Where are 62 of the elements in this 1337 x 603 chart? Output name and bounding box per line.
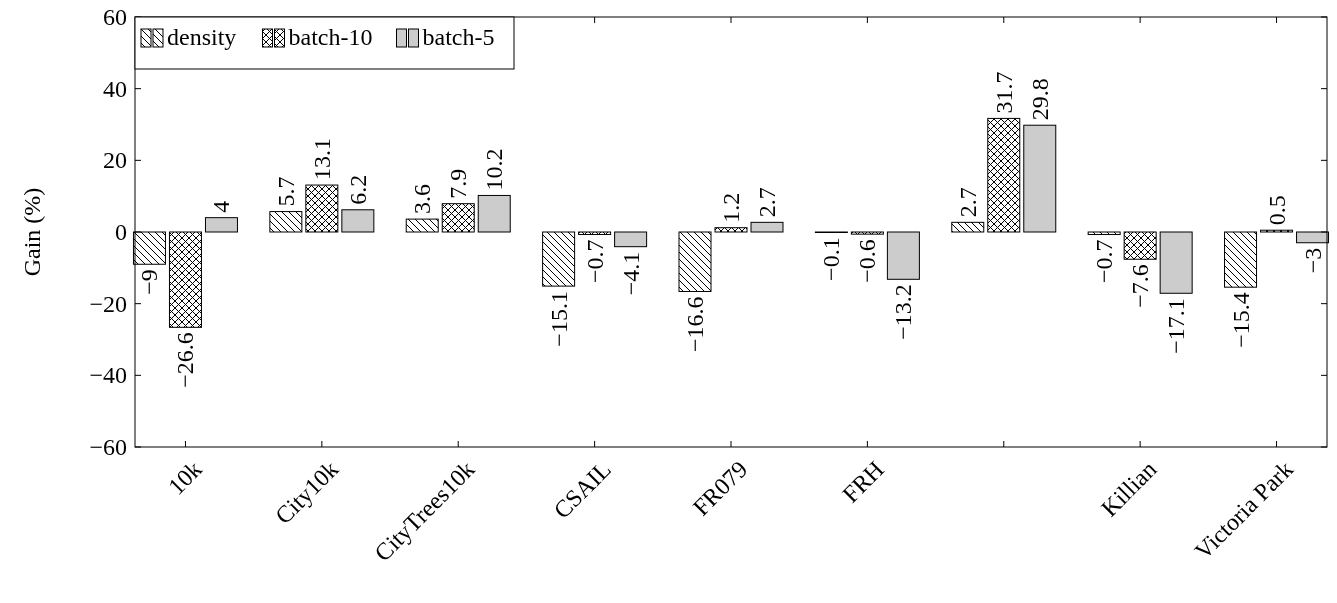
data-label: −15.1 bbox=[545, 291, 572, 347]
data-label: −15.4 bbox=[1227, 292, 1254, 348]
bar bbox=[714, 227, 748, 233]
bar bbox=[204, 217, 238, 233]
data-label: 2.7 bbox=[954, 187, 981, 218]
bar bbox=[1159, 231, 1193, 294]
bar bbox=[269, 211, 303, 233]
bar bbox=[405, 218, 439, 233]
data-label: 2.7 bbox=[754, 187, 780, 218]
legend-label: density bbox=[167, 24, 237, 50]
bar bbox=[987, 117, 1021, 233]
data-label: 1.2 bbox=[718, 192, 744, 223]
data-label: −4.1 bbox=[617, 251, 644, 296]
data-label: 31.7 bbox=[990, 71, 1017, 114]
data-label: −13.2 bbox=[890, 284, 917, 340]
bar bbox=[168, 231, 202, 328]
data-label: −0.7 bbox=[581, 239, 608, 284]
bar bbox=[441, 203, 475, 233]
bar bbox=[750, 221, 784, 233]
data-label: −3 bbox=[1299, 247, 1326, 274]
data-label: −17.1 bbox=[1163, 298, 1190, 354]
y-tick-label: −20 bbox=[89, 290, 127, 317]
data-label: −0.1 bbox=[818, 237, 845, 281]
bar bbox=[1224, 231, 1258, 288]
data-label: 10.2 bbox=[481, 148, 508, 191]
y-tick-label: 0 bbox=[115, 219, 127, 245]
legend-label: batch-5 bbox=[422, 24, 495, 50]
bar bbox=[477, 194, 511, 233]
bar bbox=[614, 231, 648, 248]
data-label: 4 bbox=[208, 200, 235, 213]
bar bbox=[1023, 124, 1057, 233]
bar bbox=[542, 231, 576, 287]
bar bbox=[1087, 231, 1121, 236]
bar bbox=[341, 209, 375, 233]
bar bbox=[850, 231, 884, 235]
bar bbox=[886, 231, 920, 280]
y-tick-label: 40 bbox=[103, 75, 127, 102]
data-label: −7.6 bbox=[1127, 264, 1154, 308]
y-tick-label: 20 bbox=[103, 147, 127, 174]
data-label: −26.6 bbox=[172, 332, 199, 388]
data-label: 3.6 bbox=[409, 184, 436, 215]
bar bbox=[951, 221, 985, 233]
data-label: 6.2 bbox=[344, 174, 371, 205]
bar bbox=[578, 231, 612, 236]
data-label: −16.6 bbox=[682, 296, 708, 353]
y-tick-label: −60 bbox=[89, 434, 127, 460]
bar bbox=[678, 231, 712, 292]
data-label: −0.6 bbox=[854, 239, 881, 283]
legend-label: batch-10 bbox=[288, 24, 373, 50]
y-tick-label: 60 bbox=[103, 4, 127, 30]
data-label: 13.1 bbox=[308, 138, 335, 181]
x-tick-label: 10k bbox=[163, 456, 207, 500]
data-label: 5.7 bbox=[272, 176, 299, 207]
bar bbox=[305, 184, 339, 233]
data-label: 29.8 bbox=[1026, 78, 1053, 121]
y-axis-title: Gain (%) bbox=[19, 187, 45, 277]
y-tick-label: −40 bbox=[89, 362, 127, 389]
bar bbox=[1123, 231, 1157, 260]
data-label: −9 bbox=[136, 269, 163, 295]
data-label: 0.5 bbox=[1263, 195, 1290, 226]
data-label: −0.7 bbox=[1091, 239, 1118, 284]
data-label: 7.9 bbox=[445, 168, 472, 199]
